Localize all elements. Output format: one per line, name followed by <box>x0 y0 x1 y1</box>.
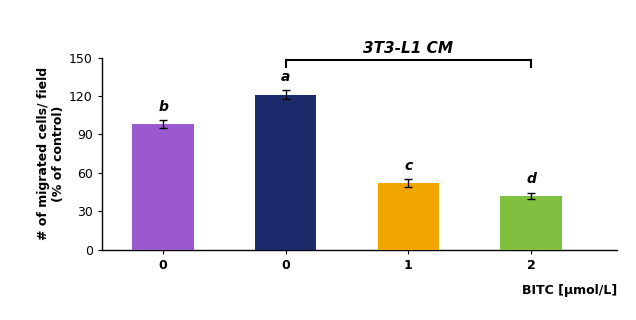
Text: d: d <box>526 172 536 186</box>
Bar <box>378 183 439 250</box>
Text: BITC [μmol/L]: BITC [μmol/L] <box>522 284 617 297</box>
Bar <box>132 124 194 250</box>
Bar <box>501 196 562 250</box>
Text: b: b <box>158 100 168 114</box>
Text: a: a <box>281 70 291 84</box>
Y-axis label: # of migrated cells/ field
(% of control): # of migrated cells/ field (% of control… <box>37 67 65 240</box>
Text: c: c <box>404 159 413 173</box>
Bar <box>255 95 317 250</box>
Text: 3T3-L1 CM: 3T3-L1 CM <box>363 41 453 56</box>
